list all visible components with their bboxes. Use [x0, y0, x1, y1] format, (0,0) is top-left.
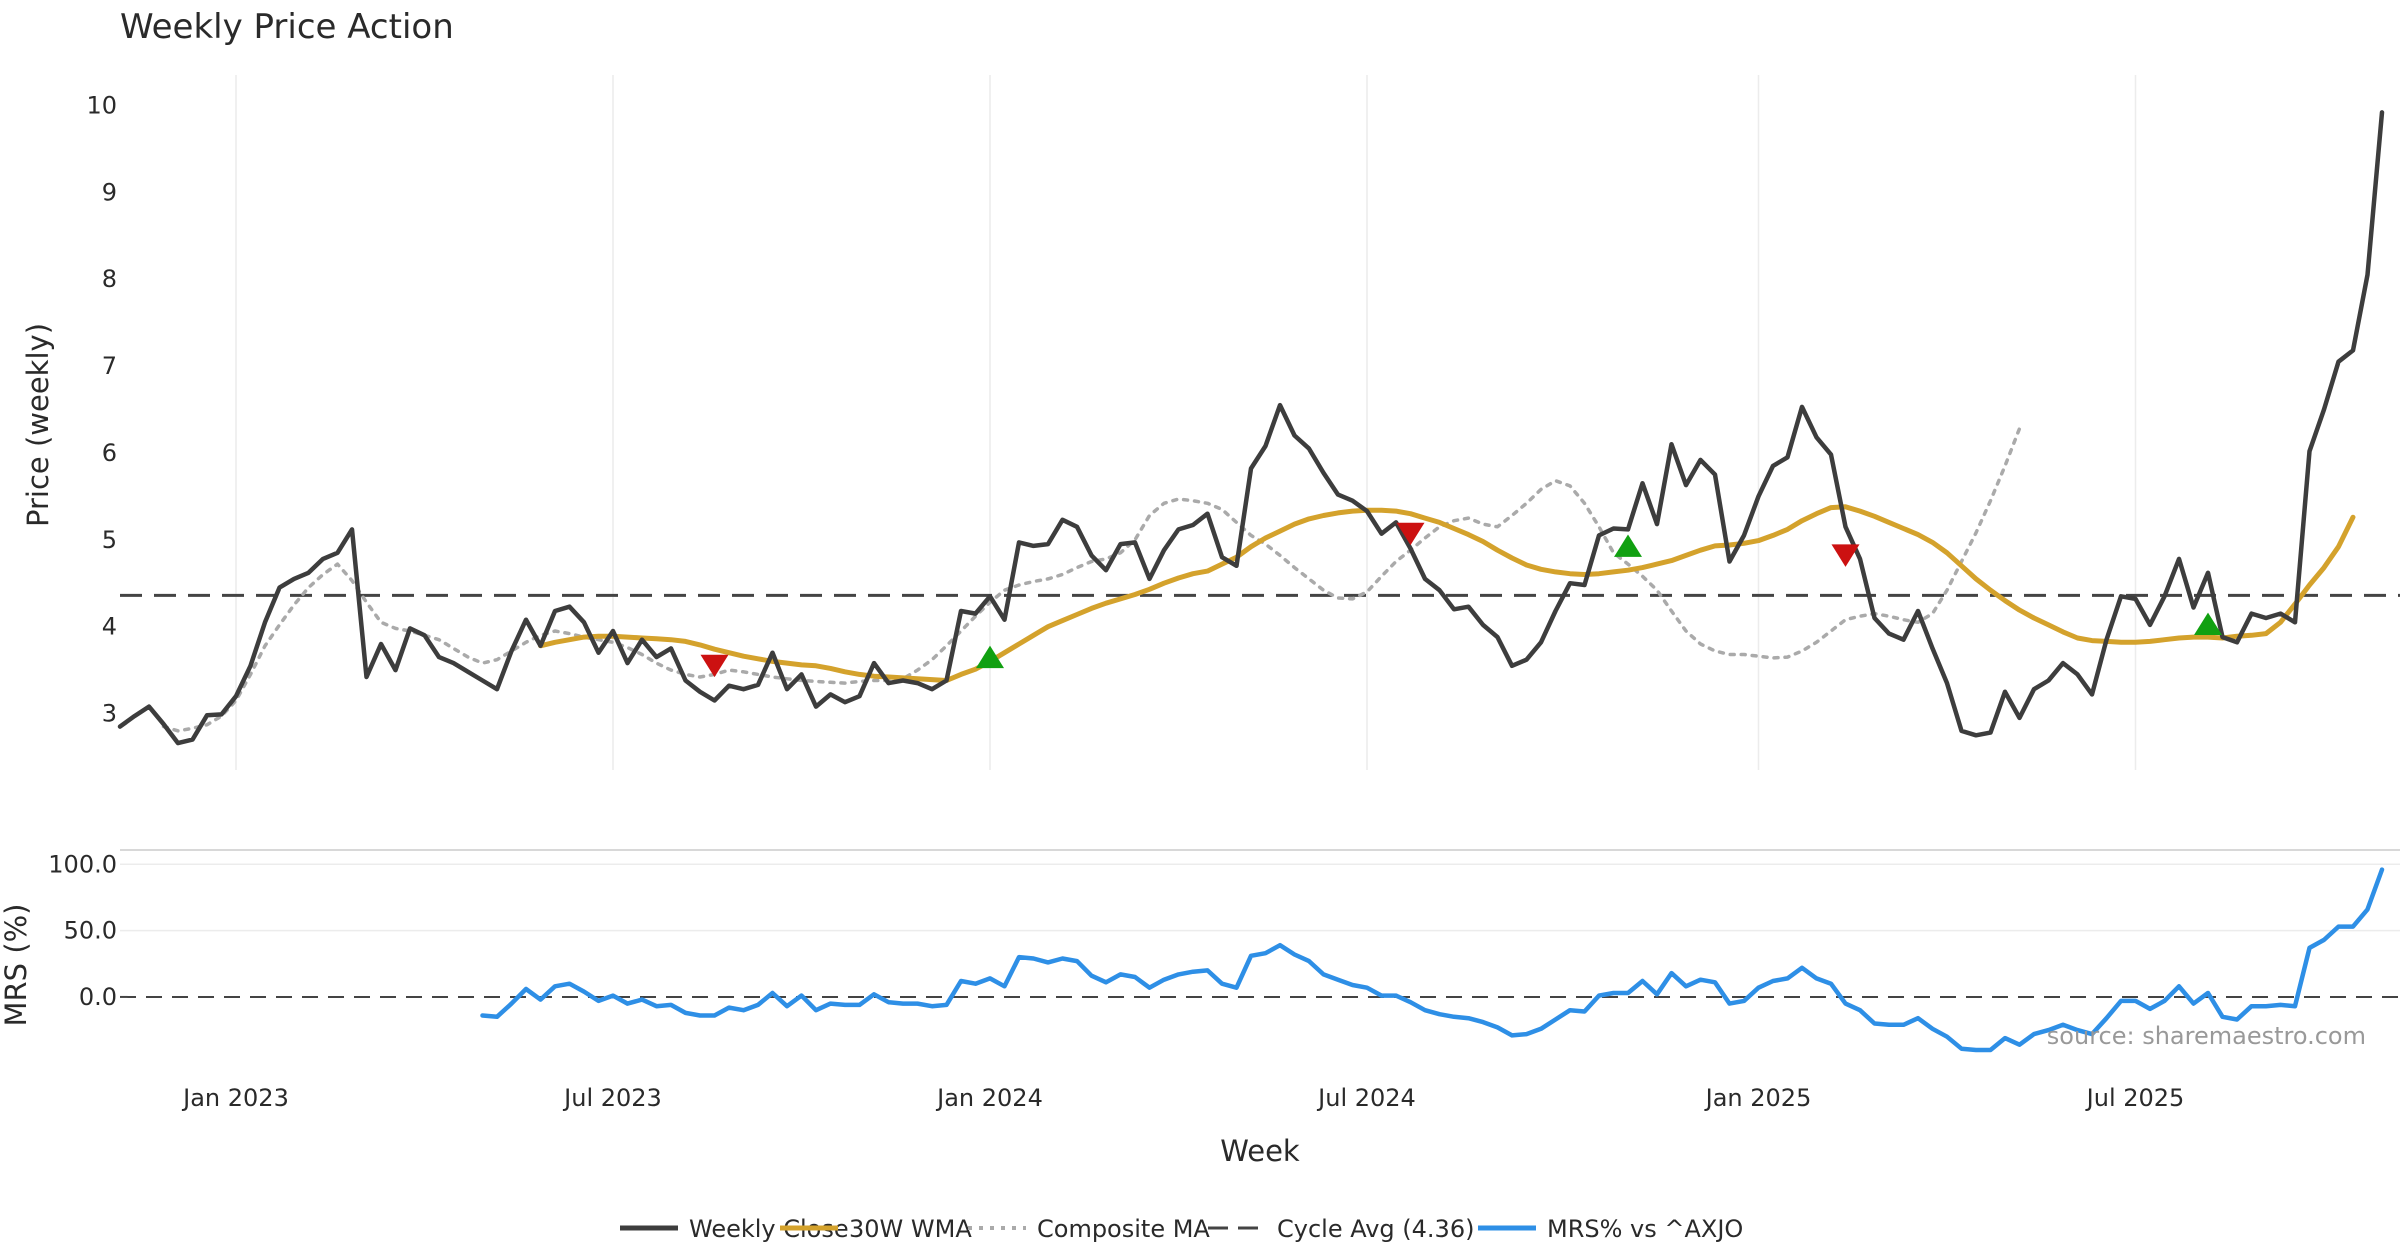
price-y-tick-label: 6: [102, 439, 117, 467]
price-y-ticks: 3 4 5 6 7 8 9 10: [86, 91, 117, 727]
x-tick-label: Jul 2024: [1316, 1084, 1416, 1112]
legend-label: 30W WMA: [849, 1215, 972, 1243]
legend-item: 30W WMA: [780, 1215, 972, 1243]
price-y-tick-label: 7: [102, 352, 117, 380]
mrs-y-tick-label: 100.0: [48, 850, 117, 878]
composite-ma-line: [161, 426, 2022, 733]
source-label: source: sharemaestro.com: [2047, 1022, 2366, 1050]
x-ticks: Jan 2023 Jul 2023 Jan 2024 Jul 2024 Jan 2025…: [181, 1084, 2184, 1112]
mrs-y-tick-label: 0.0: [79, 983, 117, 1011]
sell-signal-marker: [1831, 544, 1860, 567]
weekly-close-line: [117, 110, 2385, 746]
mrs-line: [480, 867, 2385, 1053]
x-tick-label: Jan 2025: [1704, 1084, 1812, 1112]
price-y-tick-label: 5: [102, 526, 117, 554]
price-y-tick-label: 9: [102, 178, 117, 206]
x-tick-label: Jan 2023: [181, 1084, 289, 1112]
price-y-tick-label: 8: [102, 265, 117, 293]
x-tick-label: Jan 2024: [935, 1084, 1043, 1112]
legend-item: MRS% vs ^AXJO: [1478, 1215, 1743, 1243]
x-axis-label: Week: [1220, 1134, 1300, 1168]
signal-markers: [700, 522, 2222, 678]
legend-item: Composite MA: [968, 1215, 1210, 1243]
price-y-axis-label: Price (weekly): [21, 323, 55, 527]
wma-30w-line: [538, 504, 2356, 683]
price-grid: [235, 75, 2137, 770]
mrs-y-axis-label: MRS (%): [0, 904, 33, 1027]
legend-label: Composite MA: [1037, 1215, 1210, 1243]
sell-signal-marker: [700, 654, 729, 678]
x-tick-label: Jul 2025: [2085, 1084, 2185, 1112]
price-y-tick-label: 4: [102, 613, 117, 641]
price-y-tick-label: 10: [86, 91, 117, 119]
price-y-tick-label: 3: [102, 700, 117, 728]
mrs-grid: [120, 863, 2400, 932]
mrs-y-tick-label: 50.0: [64, 917, 117, 945]
series-layer: [117, 110, 2385, 1053]
legend-label: Cycle Avg (4.36): [1277, 1215, 1474, 1243]
x-tick-label: Jul 2023: [562, 1084, 662, 1112]
buy-signal-marker: [1614, 534, 1642, 557]
legend-label: MRS% vs ^AXJO: [1547, 1215, 1743, 1243]
legend: Weekly Close 30W WMA Composite MA Cycle Avg…: [620, 1215, 1743, 1243]
buy-signal-marker: [2194, 612, 2222, 636]
price-chart-title: Weekly Price Action: [120, 7, 454, 47]
sell-signal-marker: [1396, 522, 1425, 546]
buy-signal-marker: [976, 645, 1004, 669]
legend-item: Cycle Avg (4.36): [1208, 1215, 1474, 1243]
mrs-y-ticks: 0.0 50.0 100.0: [48, 850, 117, 1011]
